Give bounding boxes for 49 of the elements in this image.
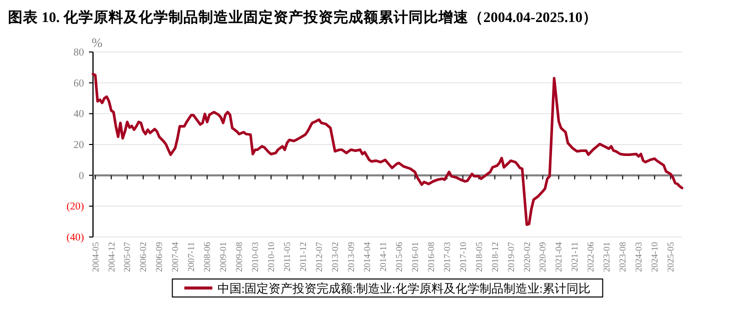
legend: 中国:固定资产投资完成额:制造业:化学原料及化学制品制造业:累计同比 xyxy=(172,278,604,298)
x-tick-label: 2022-06 xyxy=(586,242,596,272)
x-tick-label: 2011-05 xyxy=(282,242,292,272)
x-tick-label: 2023-08 xyxy=(618,242,628,272)
x-tick-label: 2012-07 xyxy=(314,242,324,272)
y-tick-label: 60 xyxy=(74,78,84,90)
y-tick-label: 40 xyxy=(74,109,84,120)
x-tick-label: 2017-10 xyxy=(458,242,468,272)
y-tick-label: 80 xyxy=(74,48,84,58)
x-tick-label: 2005-07 xyxy=(122,242,132,272)
x-tick-label: 2006-02 xyxy=(138,242,148,272)
x-tick-label: 2014-04 xyxy=(362,242,372,272)
x-tick-label: 2015-06 xyxy=(394,242,404,272)
x-tick-label: 2007-04 xyxy=(170,242,180,272)
x-tick-label: 2006-09 xyxy=(154,242,164,272)
y-tick-label: (20) xyxy=(66,202,84,213)
chart-title: 图表 10. 化学原料及化学制品制造业固定资产投资完成额累计同比增速（2004.04-2025.10） xyxy=(8,8,598,26)
x-tick-label: 2018-12 xyxy=(490,242,500,272)
x-tick-label: 2017-03 xyxy=(442,242,452,272)
y-tick-label: 20 xyxy=(74,140,84,151)
x-tick-label: 2009-01 xyxy=(218,242,228,272)
x-tick-label: 2021-11 xyxy=(570,242,580,272)
x-tick-label: 2010-03 xyxy=(250,242,260,272)
x-tick-label: 2019-07 xyxy=(506,242,516,272)
line-series xyxy=(92,72,684,226)
y-tick-label: 0 xyxy=(78,170,84,182)
x-tick-label: 2008-06 xyxy=(202,242,212,272)
x-tick-label: 2023-01 xyxy=(602,242,612,272)
x-tick-label: 2007-11 xyxy=(186,242,196,272)
x-tick-label: 2025-05 xyxy=(666,242,676,272)
x-tick-label: 2016-01 xyxy=(410,242,420,272)
x-tick-label: 2013-02 xyxy=(330,242,340,272)
x-tick-label: 2004-12 xyxy=(106,242,116,272)
x-tick-label: 2021-04 xyxy=(554,242,564,272)
x-tick-label: 2004-05 xyxy=(90,242,100,272)
x-tick-label: 2020-02 xyxy=(522,242,532,272)
x-tick-label: 2014-11 xyxy=(378,242,388,272)
x-tick-label: 2009-08 xyxy=(234,242,244,272)
legend-label: 中国:固定资产投资完成额:制造业:化学原料及化学制品制造业:累计同比 xyxy=(217,282,591,296)
x-tick-label: 2010-10 xyxy=(266,242,276,272)
y-tick-label: (40) xyxy=(66,232,84,244)
x-tick-label: 2018-05 xyxy=(474,242,484,272)
x-tick-label: 2024-03 xyxy=(634,242,644,272)
x-tick-label: 2013-09 xyxy=(346,242,356,272)
y-axis-title: % xyxy=(92,35,103,50)
x-tick-label: 2016-08 xyxy=(426,242,436,272)
x-tick-label: 2011-12 xyxy=(298,242,308,272)
x-tick-label: 2024-10 xyxy=(650,242,660,272)
x-tick-label: 2020-09 xyxy=(538,242,548,272)
